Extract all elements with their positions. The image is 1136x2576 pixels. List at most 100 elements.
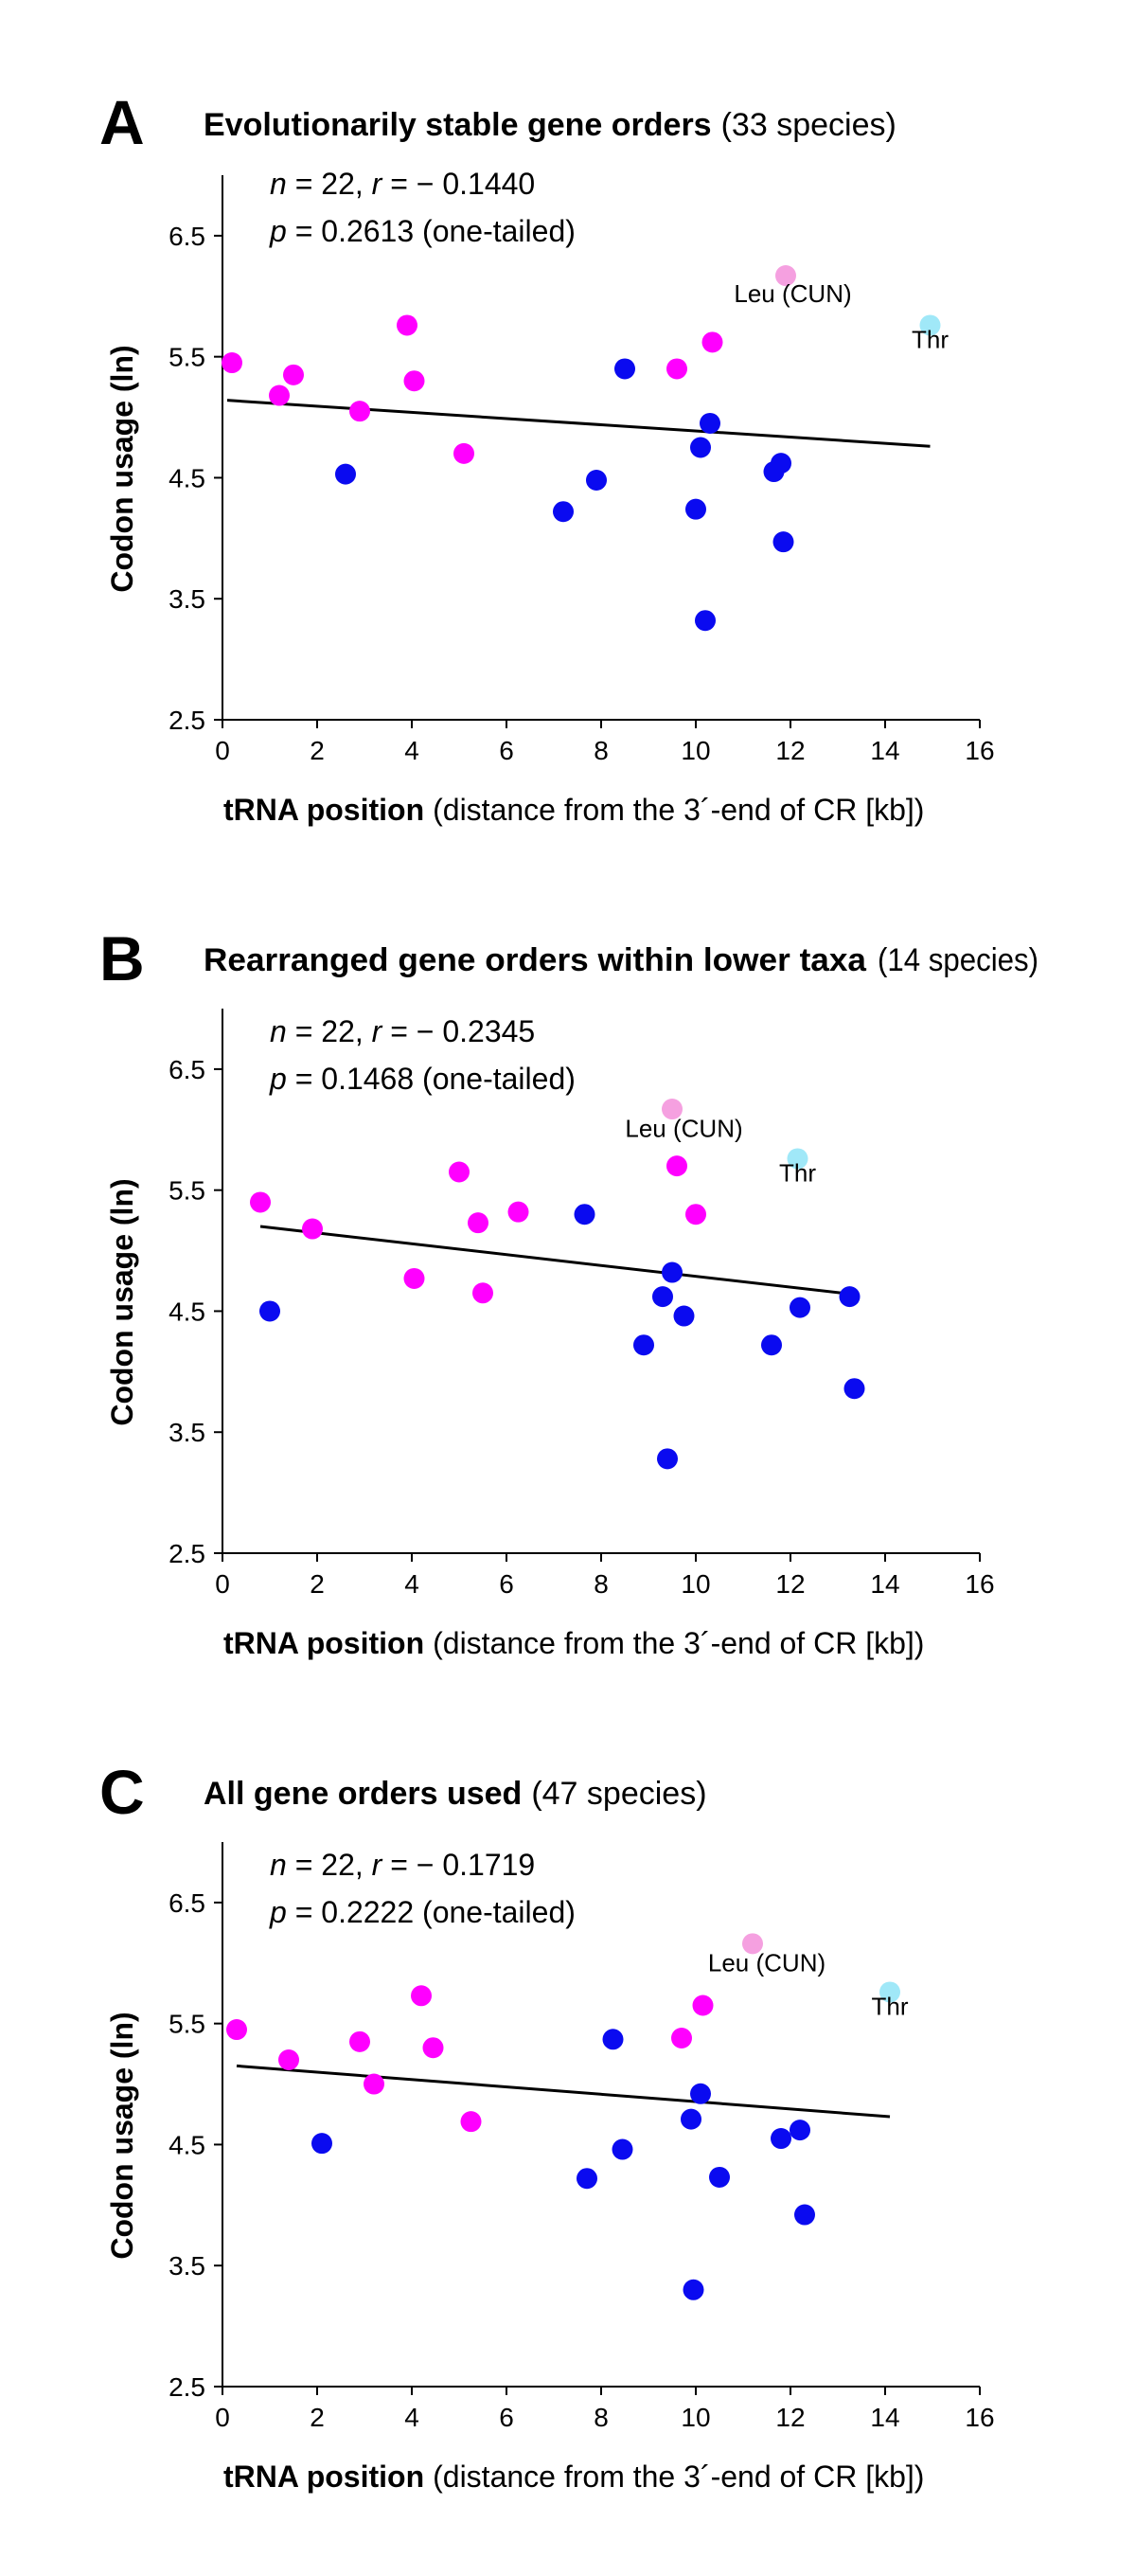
x-tick-label: 16: [965, 2403, 994, 2432]
y-tick-label: 2.5: [169, 1539, 205, 1568]
title-bold: Rearranged gene orders within lower taxa: [204, 942, 867, 978]
x-tick-label: 12: [775, 2403, 805, 2432]
data-point-blue: [602, 2029, 624, 2050]
y-tick-label: 4.5: [169, 1297, 205, 1326]
p-label: p: [269, 1895, 287, 1929]
data-point-blue: [772, 531, 794, 553]
panel-c: C All gene orders used (47 species) n = 2…: [0, 1667, 1136, 2519]
data-point-blue: [574, 1204, 595, 1225]
y-tick-label: 6.5: [169, 222, 205, 251]
data-point-blue: [695, 610, 716, 632]
y-tick-label: 5.5: [169, 343, 205, 372]
x-tick-label: 4: [404, 736, 419, 765]
x-axis-label: tRNA position (distance from the 3´-end o…: [223, 2460, 924, 2494]
x-tick-label: 4: [404, 2403, 419, 2432]
title-extra: (47 species): [531, 1776, 706, 1812]
data-point-magenta: [403, 370, 425, 392]
title-bold: All gene orders used: [204, 1776, 522, 1812]
data-point-cyan: [919, 314, 941, 336]
data-point-magenta: [283, 364, 304, 385]
x-tick-label: 0: [215, 736, 230, 765]
data-point-blue: [577, 2168, 597, 2190]
x-tick-label: 8: [594, 736, 609, 765]
y-tick-label: 3.5: [169, 2251, 205, 2281]
x-tick-label: 6: [499, 736, 514, 765]
p-value: = 0.2222 (one-tailed): [287, 1895, 576, 1929]
title-bold: Evolutionarily stable gene orders: [204, 107, 712, 143]
title-extra: (14 species): [878, 942, 1038, 978]
point-annotation: Thr: [912, 326, 949, 354]
x-tick-label: 0: [215, 1569, 230, 1599]
data-point-magenta: [349, 401, 370, 422]
data-point-blue: [690, 437, 711, 458]
x-axis-label-bold: tRNA position: [223, 1626, 424, 1660]
data-point-magenta: [364, 2073, 384, 2095]
chart-title: Evolutionarily stable gene orders (33 spe…: [204, 107, 896, 143]
data-point-blue: [612, 2138, 633, 2160]
x-tick-label: 8: [594, 1569, 609, 1599]
data-point-magenta: [472, 1282, 493, 1304]
data-point-cyan: [879, 1981, 900, 2003]
n-value: = 22,: [287, 1014, 372, 1048]
data-point-magenta: [507, 1201, 529, 1223]
p-value: = 0.1468 (one-tailed): [287, 1062, 576, 1096]
data-point-magenta: [397, 314, 417, 336]
data-point-blue: [311, 2133, 332, 2155]
r-value: = − 0.2345: [382, 1014, 535, 1048]
data-point-blue: [657, 1448, 678, 1470]
data-point-blue: [771, 453, 791, 474]
x-tick-label: 6: [499, 1569, 514, 1599]
panel-label: C: [99, 1757, 145, 1827]
stat-line-1: n = 22, r = − 0.1719: [270, 1848, 535, 1882]
data-point-magenta: [422, 2037, 444, 2059]
y-tick-label: 5.5: [169, 1176, 205, 1206]
panel-a-svg: A Evolutionarily stable gene orders (33 s…: [99, 87, 995, 827]
regression-line: [226, 399, 931, 448]
data-point-blue: [700, 412, 720, 434]
y-tick-label: 5.5: [169, 2010, 205, 2039]
panel-c-svg: C All gene orders used (47 species) n = 2…: [99, 1757, 995, 2494]
x-tick-label: 12: [775, 736, 805, 765]
data-point-pink: [662, 1099, 683, 1120]
data-point-blue: [553, 501, 574, 523]
x-axis-label: tRNA position (distance from the 3´-end o…: [223, 793, 924, 827]
r-value: = − 0.1719: [382, 1848, 535, 1882]
data-point-magenta: [403, 1267, 425, 1289]
data-point-magenta: [671, 2028, 692, 2048]
plot-area: 0 2 4 6 8 10 12 14 16 2.5 3.5 4.5 5.5 6.5 Leu (CUN) Thr: [169, 175, 995, 765]
data-point-magenta: [449, 1161, 470, 1183]
y-tick-label: 4.5: [169, 463, 205, 492]
data-point-magenta: [685, 1204, 706, 1225]
data-point-pink: [742, 1933, 763, 1955]
plot-area: 0 2 4 6 8 10 12 14 16 2.5 3.5 4.5 5.5 6.5 Leu (CUN) Thr: [169, 1842, 995, 2432]
x-tick-label: 2: [310, 736, 325, 765]
p-value: = 0.2613 (one-tailed): [287, 214, 576, 248]
y-axis-label: Codon usage (ln): [105, 1178, 139, 1425]
stat-line-2: p = 0.2613 (one-tailed): [269, 214, 576, 248]
data-point-blue: [685, 498, 706, 520]
title-extra: (33 species): [721, 107, 896, 143]
n-label: n: [270, 167, 287, 201]
data-point-magenta: [468, 1212, 488, 1234]
data-point-magenta: [278, 2049, 299, 2070]
data-point-magenta: [453, 442, 474, 464]
x-axis-label-bold: tRNA position: [223, 2460, 424, 2494]
p-label: p: [269, 214, 287, 248]
data-point-blue: [794, 2204, 815, 2226]
x-tick-label: 0: [215, 2403, 230, 2432]
x-tick-label: 8: [594, 2403, 609, 2432]
data-point-magenta: [269, 385, 290, 406]
data-point-blue: [771, 2128, 791, 2150]
y-axis-label: Codon usage (ln): [105, 345, 139, 592]
data-point-blue: [633, 1334, 654, 1356]
y-tick-label: 6.5: [169, 1055, 205, 1084]
stat-line-1: n = 22, r = − 0.2345: [270, 1014, 535, 1048]
panel-b-svg: B Rearranged gene orders within lower ta…: [99, 923, 1038, 1660]
point-annotation: Leu (CUN): [625, 1114, 742, 1142]
data-point-blue: [681, 2108, 701, 2130]
plot-area: 0 2 4 6 8 10 12 14 16 2.5 3.5 4.5 5.5 6.5 Leu (CUN) Thr: [169, 1009, 995, 1599]
x-tick-label: 10: [681, 1569, 710, 1599]
point-annotation: Leu (CUN): [708, 1949, 825, 1977]
point-annotation: Thr: [779, 1159, 816, 1188]
data-point-blue: [673, 1305, 695, 1327]
